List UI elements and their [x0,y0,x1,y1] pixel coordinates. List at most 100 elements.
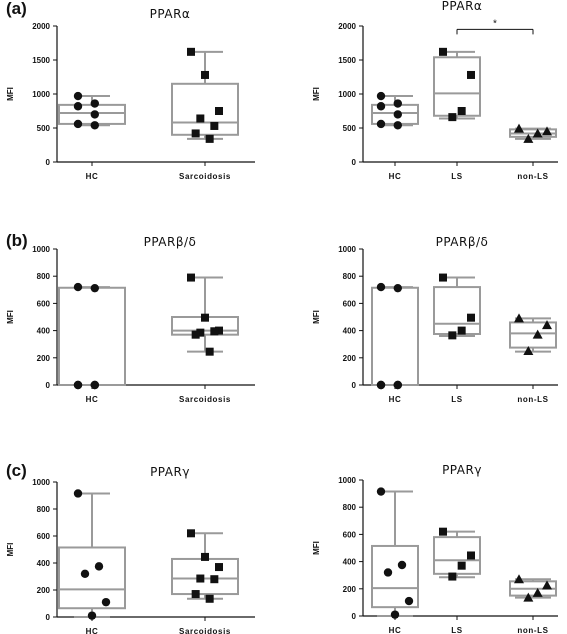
category-label: LS [451,626,462,634]
data-point-triangle [523,592,534,602]
data-point-square [457,561,466,570]
data-point-square [457,326,466,335]
y-tick-label: 1000 [32,478,50,487]
y-tick-label: 1000 [338,476,356,485]
data-point-circle [90,99,100,108]
data-point-square [191,129,200,138]
y-tick-label: 1000 [32,90,50,99]
y-tick-label: 800 [343,503,357,512]
data-point-circle [90,380,100,390]
y-tick-label: 600 [37,299,51,308]
data-point-circle [94,562,104,571]
data-point-triangle [514,574,524,584]
y-tick-label: 1000 [32,245,50,254]
data-point-circle [376,380,386,390]
data-point-triangle [542,320,552,330]
category-label: HC [389,172,402,181]
y-tick-label: 0 [46,613,51,622]
data-point-square [205,134,214,143]
data-point-circle [376,487,386,496]
y-tick-label: 1500 [32,56,50,65]
data-point-circle [73,91,83,101]
panel-title: PPARβ/δ [144,235,197,249]
data-point-circle [376,119,386,129]
data-point-circle [383,568,393,577]
y-tick-label: 400 [343,558,357,567]
data-point-square [201,313,209,322]
data-point-triangle [542,126,552,136]
box [171,82,239,136]
y-axis-label: MFI [312,310,321,324]
data-point-triangle [532,128,543,138]
data-point-square [187,47,195,56]
panel-label: (b) [6,231,28,250]
data-point-circle [393,110,402,119]
data-point-square [191,330,200,339]
category-label: non-LS [517,626,548,634]
data-point-circle [393,99,402,108]
panel-title: PPARγ [442,463,482,477]
y-tick-label: 400 [37,327,51,336]
data-point-square [448,331,457,340]
data-point-square [210,327,219,336]
y-axis-label: MFI [312,87,321,101]
data-point-square [196,114,205,123]
y-tick-label: 200 [343,354,357,363]
y-tick-label: 600 [343,530,357,539]
data-point-triangle [523,346,534,355]
data-point-circle [390,610,400,619]
category-label: HC [86,172,99,181]
data-point-circle [404,596,414,606]
y-tick-label: 800 [37,505,51,514]
data-point-square [196,328,205,337]
data-point-square [439,47,447,56]
data-point-triangle [532,587,543,597]
data-point-square [215,107,223,115]
y-tick-label: 600 [37,532,51,541]
data-point-square [210,575,219,584]
data-point-square [205,594,214,603]
category-label: non-LS [517,395,548,404]
data-point-circle [73,282,83,292]
data-point-triangle [523,133,534,143]
data-point-triangle [542,580,552,590]
y-tick-label: 400 [343,327,357,336]
box [171,557,239,596]
data-point-square [467,313,475,322]
data-point-square [448,113,457,122]
y-tick-label: 600 [343,299,357,308]
category-label: LS [451,172,462,181]
y-tick-label: 0 [352,158,357,167]
y-tick-label: 1000 [338,245,356,254]
category-label: HC [389,626,402,634]
data-point-circle [376,102,386,111]
significance-label: * [493,18,497,29]
data-point-square [457,107,466,115]
y-tick-label: 500 [343,124,357,133]
data-point-circle [101,597,111,607]
panel-title: PPARα [442,0,483,13]
panel-title: PPARγ [150,465,190,479]
y-tick-label: 200 [343,585,357,594]
data-point-square [467,551,475,560]
category-label: HC [389,395,402,404]
data-point-circle [397,560,407,570]
data-point-square [191,590,200,599]
data-point-square [201,552,209,561]
box [58,546,126,610]
data-point-circle [393,380,402,390]
data-point-square [187,273,195,282]
y-tick-label: 2000 [32,22,50,31]
box [433,56,481,117]
y-tick-label: 400 [37,559,51,568]
data-point-circle [73,380,83,390]
y-tick-label: 800 [37,272,51,281]
data-point-square [439,273,447,282]
y-tick-label: 1500 [338,56,356,65]
category-label: non-LS [517,172,548,181]
panel-title: PPARα [150,7,191,21]
data-point-triangle [514,123,524,133]
box [371,286,419,387]
y-axis-label: MFI [6,543,15,557]
